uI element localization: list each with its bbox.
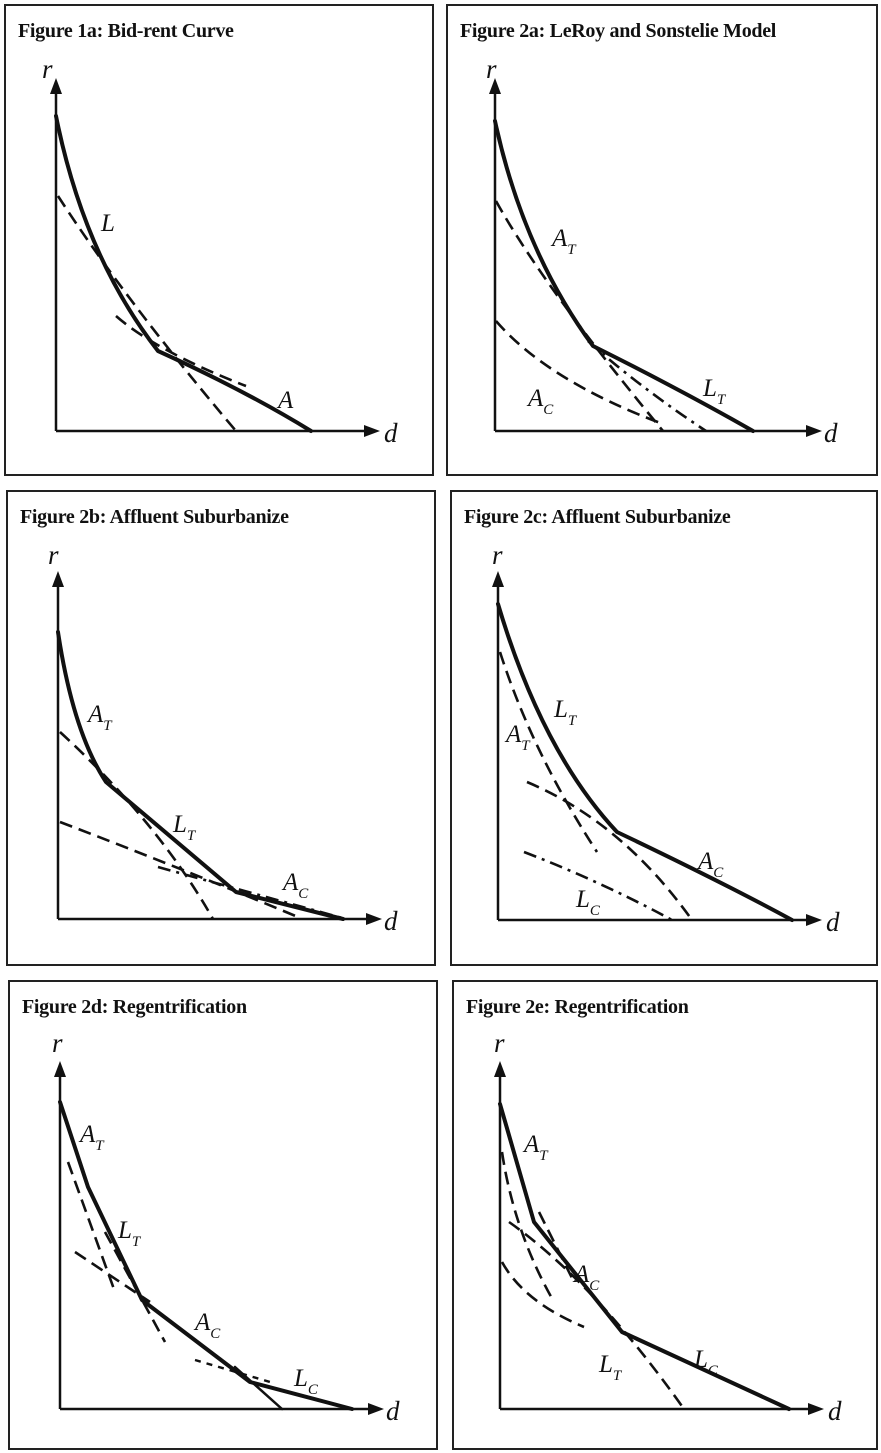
x-axis-label: d [828, 1396, 842, 1426]
curve-label-A-T: AT [550, 225, 577, 258]
x-axis-label: d [386, 1396, 400, 1426]
figure-2a-plot: r d AT AC LT [486, 54, 838, 448]
x-axis-label: d [826, 907, 840, 937]
curve-label-A-T: AT [504, 721, 531, 754]
bid-rent-envelope-curve [493, 119, 755, 433]
figure-2d-plot: r d AT LT AC LC [52, 1028, 400, 1426]
figure-2d-title: Figure 2d: Regentrification [22, 996, 247, 1018]
y-axis-label: r [486, 54, 497, 84]
axes: r d [42, 54, 398, 448]
dashed-curve-2 [526, 780, 694, 921]
curve-label-L-T: LT [598, 1351, 623, 1384]
dashed-curve-2 [495, 320, 664, 426]
dashed-curve-2 [59, 820, 299, 919]
dashed-curve-3 [500, 1261, 585, 1329]
figure-1a-plot: r d L A [42, 54, 398, 448]
curve-label-A-C: AC [572, 1261, 600, 1294]
y-axis-label: r [52, 1028, 63, 1058]
curve-label-A-C: AC [526, 385, 554, 418]
figure-2a-title: Figure 2a: LeRoy and Sonstelie Model [460, 20, 777, 42]
dashed-curve-1 [56, 195, 237, 432]
curve-label-L-T: LT [117, 1217, 142, 1250]
bid-rent-envelope-curve [58, 1100, 354, 1411]
figure-2e-title: Figure 2e: Regentrification [466, 996, 689, 1018]
dashed-curve-1 [498, 651, 599, 853]
curve-label-A-T: AT [522, 1131, 549, 1164]
curve-label-A-T: AT [78, 1121, 105, 1154]
dashed-curve-2 [115, 315, 247, 388]
figure-2c-title: Figure 2c: Affluent Suburbanize [464, 506, 731, 528]
dashed-curve-1 [66, 1161, 117, 1293]
axes: r d [494, 1028, 842, 1426]
curve-label-A-C: AC [281, 869, 309, 902]
figure-1a-panel: Figure 1a: Bid-rent Curve r d L A [4, 4, 434, 476]
x-axis-label: d [824, 418, 838, 448]
curve-label-L: L [100, 210, 115, 237]
curve-label-L-T: LT [702, 375, 727, 408]
dashed-curve-3 [74, 1250, 151, 1304]
axes: r d [52, 1028, 400, 1426]
curve-label-L-T: LT [553, 696, 578, 729]
curve-label-A-C: AC [193, 1309, 221, 1342]
dashed-curve-1 [500, 1151, 556, 1303]
curve-label-A: A [276, 387, 294, 414]
y-axis-label: r [492, 540, 503, 570]
x-axis-label: d [384, 906, 398, 936]
figure-1a-title: Figure 1a: Bid-rent Curve [18, 20, 234, 42]
axes: r d [48, 540, 398, 936]
axes: r d [492, 540, 840, 937]
curve-label-A-T: AT [86, 701, 113, 734]
figure-2c-plot: r d LT AT AC LC [492, 540, 840, 937]
figure-2b-title: Figure 2b: Affluent Suburbanize [20, 506, 289, 528]
dashdot-curve [523, 850, 673, 922]
figure-2e-panel: Figure 2e: Regentrification r d AT AC LT… [452, 980, 878, 1450]
bid-rent-envelope-curve [56, 630, 345, 921]
y-axis-label: r [42, 54, 53, 84]
dashed-curve-2 [508, 1220, 686, 1410]
y-axis-label: r [48, 540, 59, 570]
figure-2b-panel: Figure 2b: Affluent Suburbanize r d AT L… [6, 490, 436, 966]
dashed-curve-1 [59, 731, 215, 920]
curve-label-L-T: LT [172, 811, 197, 844]
curve-label-L-C: LC [693, 1346, 719, 1379]
curve-label-L-C: LC [293, 1365, 319, 1398]
bid-rent-envelope-curve [498, 1102, 791, 1411]
bid-rent-envelope-curve [54, 114, 313, 433]
figure-2c-panel: Figure 2c: Affluent Suburbanize r d LT A… [450, 490, 878, 966]
dashed-curve-1 [494, 200, 665, 432]
thin-solid-segment [233, 1365, 284, 1411]
axes: r d [486, 54, 838, 448]
curve-label-L-C: LC [575, 886, 601, 919]
bid-rent-envelope-curve [496, 602, 794, 922]
figure-2a-panel: Figure 2a: LeRoy and Sonstelie Model r d… [446, 4, 878, 476]
x-axis-label: d [384, 418, 398, 448]
figure-2b-plot: r d AT LT AC [48, 540, 398, 936]
dashed-curve-4 [537, 1211, 576, 1283]
curve-label-A-C: AC [696, 848, 724, 881]
figure-2d-panel: Figure 2d: Regentrification r d AT LT AC… [8, 980, 438, 1450]
y-axis-label: r [494, 1028, 505, 1058]
figure-2e-plot: r d AT AC LT LC [494, 1028, 842, 1426]
